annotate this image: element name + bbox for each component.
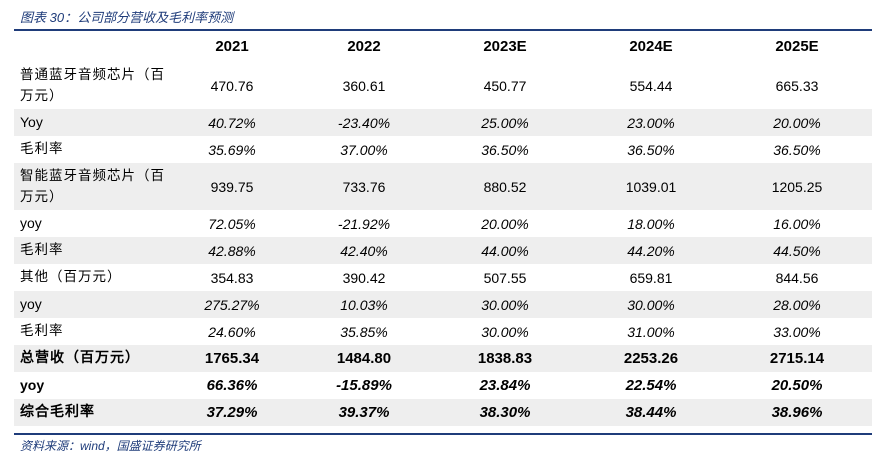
row-label: yoy (20, 377, 45, 393)
table-cell: 659.81 (629, 269, 673, 286)
table-cell: 66.36% (206, 377, 258, 394)
table-cell: 844.56 (775, 269, 819, 286)
table-cell: 30.00% (430, 291, 580, 318)
table-cell: 450.77 (483, 77, 527, 94)
table-cell: 38.44% (580, 399, 722, 426)
header-cell: 2023E (430, 31, 580, 62)
table-cell: 1205.25 (722, 163, 872, 210)
row-label: 普通蓝牙音频芯片（百万元） (20, 66, 165, 104)
table-cell: 24.60% (208, 323, 256, 340)
table-row-total: yoy 66.36% -15.89% 23.84% 22.54% 20.50% (14, 372, 872, 399)
bottom-rule (14, 433, 872, 435)
table-row: 普通蓝牙音频芯片（百万元） 470.76 360.61 450.77 554.4… (14, 62, 872, 109)
table-cell: 1765.34 (166, 345, 298, 372)
table-cell: 36.50% (481, 141, 529, 158)
header-cell: 2024E (580, 31, 722, 62)
table-cell: 554.44 (629, 77, 673, 94)
row-label: 毛利率 (20, 323, 64, 339)
table-cell: 23.00% (580, 109, 722, 136)
table-cell: 360.61 (342, 77, 386, 94)
row-label: yoy (14, 291, 166, 318)
table-cell: 35.69% (208, 141, 256, 158)
table-row: 毛利率 42.88% 42.40% 44.00% 44.20% 44.50% (14, 237, 872, 264)
table-row: 其他（百万元） 354.83 390.42 507.55 659.81 844.… (14, 264, 872, 291)
table-cell: 2253.26 (580, 345, 722, 372)
table-row: yoy 275.27% 10.03% 30.00% 30.00% 28.00% (14, 291, 872, 318)
row-label: 智能蓝牙音频芯片（百万元） (14, 163, 166, 210)
table-cell: 36.50% (773, 141, 821, 158)
table-cell: 23.84% (479, 377, 531, 394)
table-cell: 42.40% (298, 237, 430, 264)
table-row: yoy 72.05% -21.92% 20.00% 18.00% 16.00% (14, 210, 872, 237)
table-row: 毛利率 24.60% 35.85% 30.00% 31.00% 33.00% (14, 318, 872, 345)
table-cell: 1838.83 (430, 345, 580, 372)
table-cell: 390.42 (342, 269, 386, 286)
table-cell: 354.83 (210, 269, 254, 286)
table-cell: 507.55 (483, 269, 527, 286)
table-cell: 36.50% (627, 141, 675, 158)
table-cell: 10.03% (298, 291, 430, 318)
table-cell: 30.00% (580, 291, 722, 318)
table-cell: 25.00% (430, 109, 580, 136)
table-row: 毛利率 35.69% 37.00% 36.50% 36.50% 36.50% (14, 136, 872, 163)
row-label: yoy (20, 215, 42, 231)
table-cell: 28.00% (722, 291, 872, 318)
table-cell: 665.33 (775, 77, 819, 94)
table-row-total: 总营收（百万元） 1765.34 1484.80 1838.83 2253.26… (14, 345, 872, 372)
table-cell: 44.50% (722, 237, 872, 264)
table-cell: 35.85% (340, 323, 388, 340)
table-cell: 470.76 (210, 77, 254, 94)
row-label: 毛利率 (20, 141, 64, 157)
table-header-row: 2021 2022 2023E 2024E 2025E (14, 31, 872, 62)
table-cell: -21.92% (337, 215, 391, 232)
table-cell: 40.72% (166, 109, 298, 136)
table-cell: 44.20% (580, 237, 722, 264)
table-cell: 275.27% (166, 291, 298, 318)
table-cell: 20.50% (771, 377, 823, 394)
row-label: 毛利率 (14, 237, 166, 264)
row-label: 总营收（百万元） (14, 345, 166, 372)
table-cell: 2715.14 (722, 345, 872, 372)
forecast-table: 2021 2022 2023E 2024E 2025E 普通蓝牙音频芯片（百万元… (14, 31, 872, 426)
table-cell: 939.75 (166, 163, 298, 210)
table-row: Yoy 40.72% -23.40% 25.00% 23.00% 20.00% (14, 109, 872, 136)
table-cell: 38.30% (430, 399, 580, 426)
top-rule (14, 29, 872, 31)
table-cell: 880.52 (430, 163, 580, 210)
figure-caption: 图表 30：公司部分营收及毛利率预测 (20, 10, 234, 25)
header-cell: 2025E (722, 31, 872, 62)
table-cell: 72.05% (208, 215, 256, 232)
table-cell: 22.54% (625, 377, 677, 394)
table-cell: 39.37% (298, 399, 430, 426)
table-cell: 44.00% (430, 237, 580, 264)
row-label: 综合毛利率 (14, 399, 166, 426)
source-note: 资料来源：wind，国盛证券研究所 (20, 439, 201, 453)
table-cell: 20.00% (722, 109, 872, 136)
row-label: 其他（百万元） (20, 269, 122, 285)
table-cell: 42.88% (166, 237, 298, 264)
table-cell: 38.96% (722, 399, 872, 426)
header-cell: 2022 (298, 31, 430, 62)
table-cell: 37.29% (166, 399, 298, 426)
table-cell: 16.00% (773, 215, 821, 232)
row-label: Yoy (14, 109, 166, 136)
table-cell: -15.89% (336, 377, 392, 394)
table-cell: -23.40% (298, 109, 430, 136)
table-row-total: 综合毛利率 37.29% 39.37% 38.30% 38.44% 38.96% (14, 399, 872, 426)
header-cell (14, 31, 166, 62)
table-cell: 1484.80 (298, 345, 430, 372)
table-cell: 733.76 (298, 163, 430, 210)
table-cell: 30.00% (481, 323, 529, 340)
table-cell: 18.00% (627, 215, 675, 232)
table-cell: 31.00% (627, 323, 675, 340)
table-row: 智能蓝牙音频芯片（百万元） 939.75 733.76 880.52 1039.… (14, 163, 872, 210)
table-cell: 1039.01 (580, 163, 722, 210)
table-cell: 20.00% (481, 215, 529, 232)
header-cell: 2021 (166, 31, 298, 62)
table-cell: 37.00% (340, 141, 388, 158)
table-cell: 33.00% (773, 323, 821, 340)
